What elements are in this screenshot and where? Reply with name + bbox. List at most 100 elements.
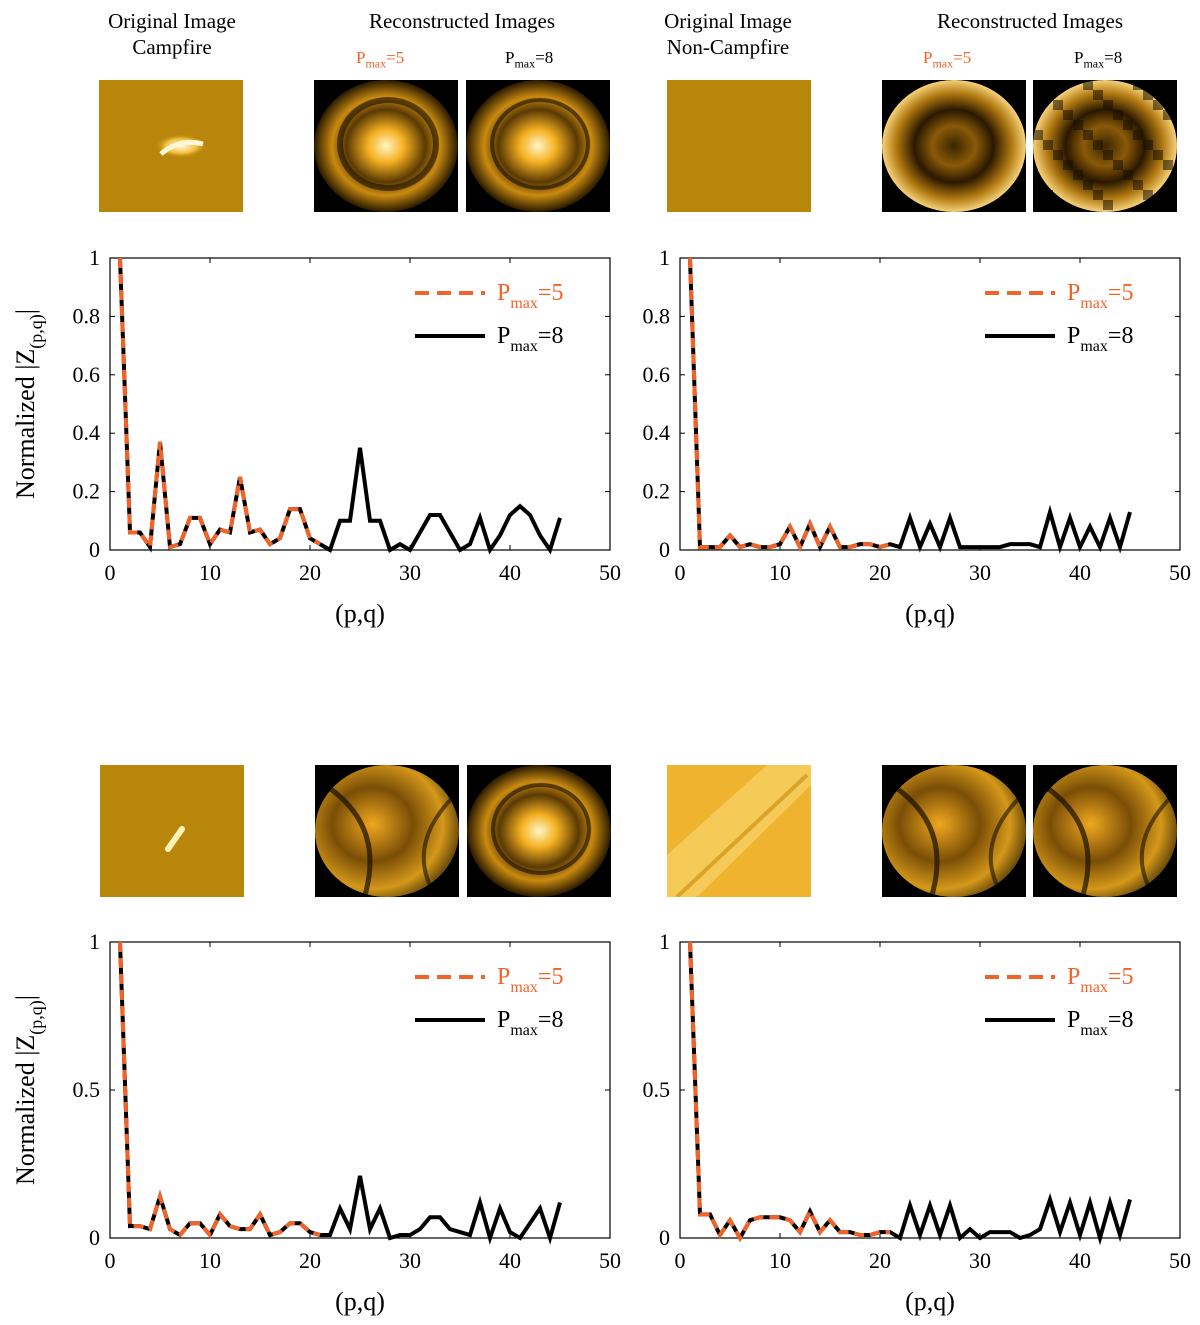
x-tick-label: 20	[869, 560, 891, 585]
thumb-recon5-campfire-1	[314, 80, 458, 212]
thumb-recon8-campfire-2	[467, 765, 611, 897]
chart-2: 0 10 20 30 40 5000.20.40.60.81(p,q)Pmax=5Pmax…	[643, 245, 1192, 628]
series-line-pmax5	[688, 257, 891, 552]
legend: Pmax=5 Pmax=8	[415, 280, 563, 355]
x-axis-label: (p,q)	[335, 599, 385, 628]
header-reconstructed-2: Reconstructed Images	[936, 9, 1124, 33]
series-line-pmax5	[688, 941, 890, 1243]
thumb-original-noncampfire-2	[667, 765, 811, 897]
dark-band	[890, 782, 940, 896]
legend-label: Pmax=8	[1067, 323, 1133, 355]
x-tick-label: 40	[499, 1248, 521, 1273]
x-tick-label: 10	[199, 1248, 221, 1273]
band-field	[882, 765, 1026, 897]
x-tick-label: 30	[399, 1248, 421, 1273]
y-tick-label: 0	[89, 1225, 100, 1250]
x-tick-label: 50	[599, 1248, 621, 1273]
pmax8-label-1: Pmax=8	[505, 48, 554, 71]
x-tick-label: 50	[1169, 1248, 1191, 1273]
thumb-recon5-campfire-2	[315, 765, 459, 897]
thumb-recon8-noncampfire-1	[1033, 80, 1177, 212]
chart-1: 0 10 20 30 40 50 0 0.2 0.4 0.6 0.8 1 (p,q) Normalized…	[11, 245, 621, 628]
x-tick-label: 30	[399, 560, 421, 585]
x-tick-label: 20	[299, 1248, 321, 1273]
thumb-recon8-noncampfire-2	[1033, 765, 1177, 897]
header-original-campfire: Original Image Campfire	[92, 8, 252, 60]
legend-label: Pmax=8	[497, 1007, 563, 1039]
dark-band	[323, 782, 373, 896]
y-tick-label: 1	[89, 929, 100, 954]
y-tick-label: 0.4	[643, 420, 671, 445]
header-original-noncampfire-line1: Original Image	[664, 9, 792, 33]
series-line-pmax8	[688, 941, 1132, 1246]
y-tick-label: 1	[659, 245, 670, 270]
series-line-pmax5	[118, 257, 322, 553]
x-tick-label: 40	[1069, 1248, 1091, 1273]
y-tick-label: 0.6	[643, 362, 671, 387]
x-tick-label: 0	[105, 560, 116, 585]
y-tick-label: 0.5	[643, 1077, 671, 1102]
x-tick-label: 10	[769, 1248, 791, 1273]
x-tick-label: 10	[769, 560, 791, 585]
legend-label: Pmax=5	[497, 280, 563, 312]
y-tick-label: 0.5	[73, 1077, 101, 1102]
y-tick-label: 0	[659, 537, 670, 562]
y-tick-label: 0	[659, 1225, 670, 1250]
series-line-pmax8	[688, 257, 1132, 554]
header-original-campfire-line1: Original Image	[108, 9, 236, 33]
pmax5-label-1: Pmax=5	[356, 48, 405, 71]
x-tick-label: 0	[675, 1248, 686, 1273]
header-original-noncampfire: Original Image Non-Campfire	[640, 8, 816, 60]
series-line-pmax8	[118, 941, 562, 1245]
x-tick-label: 10	[199, 560, 221, 585]
chart-3: 0 10 20 30 40 50 0 0.5 1 (p,q) Normalized |Z(p,q)|…	[11, 929, 621, 1316]
thumb-original-campfire-2	[100, 765, 244, 897]
thumb-recon8-campfire-1	[466, 80, 610, 212]
hotspot-streak	[165, 826, 185, 852]
x-tick-label: 0	[675, 560, 686, 585]
thumb-background	[667, 80, 811, 212]
dark-ring	[491, 783, 591, 875]
legend-label: Pmax=5	[1067, 964, 1133, 996]
hotspot-arc	[159, 139, 204, 156]
header-reconstructed-1: Reconstructed Images	[368, 9, 556, 33]
x-axis-label: (p,q)	[905, 1287, 955, 1316]
legend: Pmax=5 Pmax=8	[415, 964, 563, 1039]
pmax5-label-2: Pmax=5	[923, 48, 972, 71]
header-original-noncampfire-line2: Non-Campfire	[666, 35, 790, 59]
x-tick-label: 20	[299, 560, 321, 585]
x-tick-label: 40	[1069, 560, 1091, 585]
legend: Pmax=5 Pmax=8	[985, 280, 1133, 355]
y-axis-label: Normalized |Z(p,q)|	[11, 309, 47, 499]
thumb-original-campfire-1	[99, 80, 243, 212]
y-tick-label: 1	[659, 929, 670, 954]
bright-band	[667, 765, 811, 897]
y-tick-label: 0.8	[73, 303, 101, 328]
x-tick-label: 20	[869, 1248, 891, 1273]
dark-streak	[675, 773, 809, 897]
chart-4: 0 10 20 30 40 50 0 0.5 1 (p,q) Pmax=5 Pmax=8	[643, 929, 1192, 1316]
plot-frame	[109, 257, 611, 551]
y-tick-label: 0	[89, 537, 100, 562]
thumb-recon5-noncampfire-1	[882, 80, 1026, 212]
legend-label: Pmax=8	[1067, 1007, 1133, 1039]
thumb-original-noncampfire-1	[667, 80, 811, 212]
legend-label: Pmax=5	[1067, 280, 1133, 312]
legend-label: Pmax=5	[497, 964, 563, 996]
x-axis-label: (p,q)	[905, 599, 955, 628]
x-tick-label: 0	[105, 1248, 116, 1273]
pmax8-label-2: Pmax=8	[1074, 48, 1123, 71]
x-tick-label: 40	[499, 560, 521, 585]
y-axis-label: Normalized |Z(p,q)|	[11, 995, 47, 1185]
legend: Pmax=5 Pmax=8	[985, 964, 1133, 1039]
x-axis-label: (p,q)	[335, 1287, 385, 1316]
y-tick-label: 1	[89, 245, 100, 270]
band-field	[1033, 765, 1177, 897]
plot-frame	[679, 257, 1181, 551]
thumb-background	[100, 765, 244, 897]
x-tick-label: 30	[969, 1248, 991, 1273]
y-tick-label: 0.2	[73, 479, 101, 504]
y-tick-label: 0.8	[643, 303, 671, 328]
thumb-recon5-noncampfire-2	[882, 765, 1026, 897]
